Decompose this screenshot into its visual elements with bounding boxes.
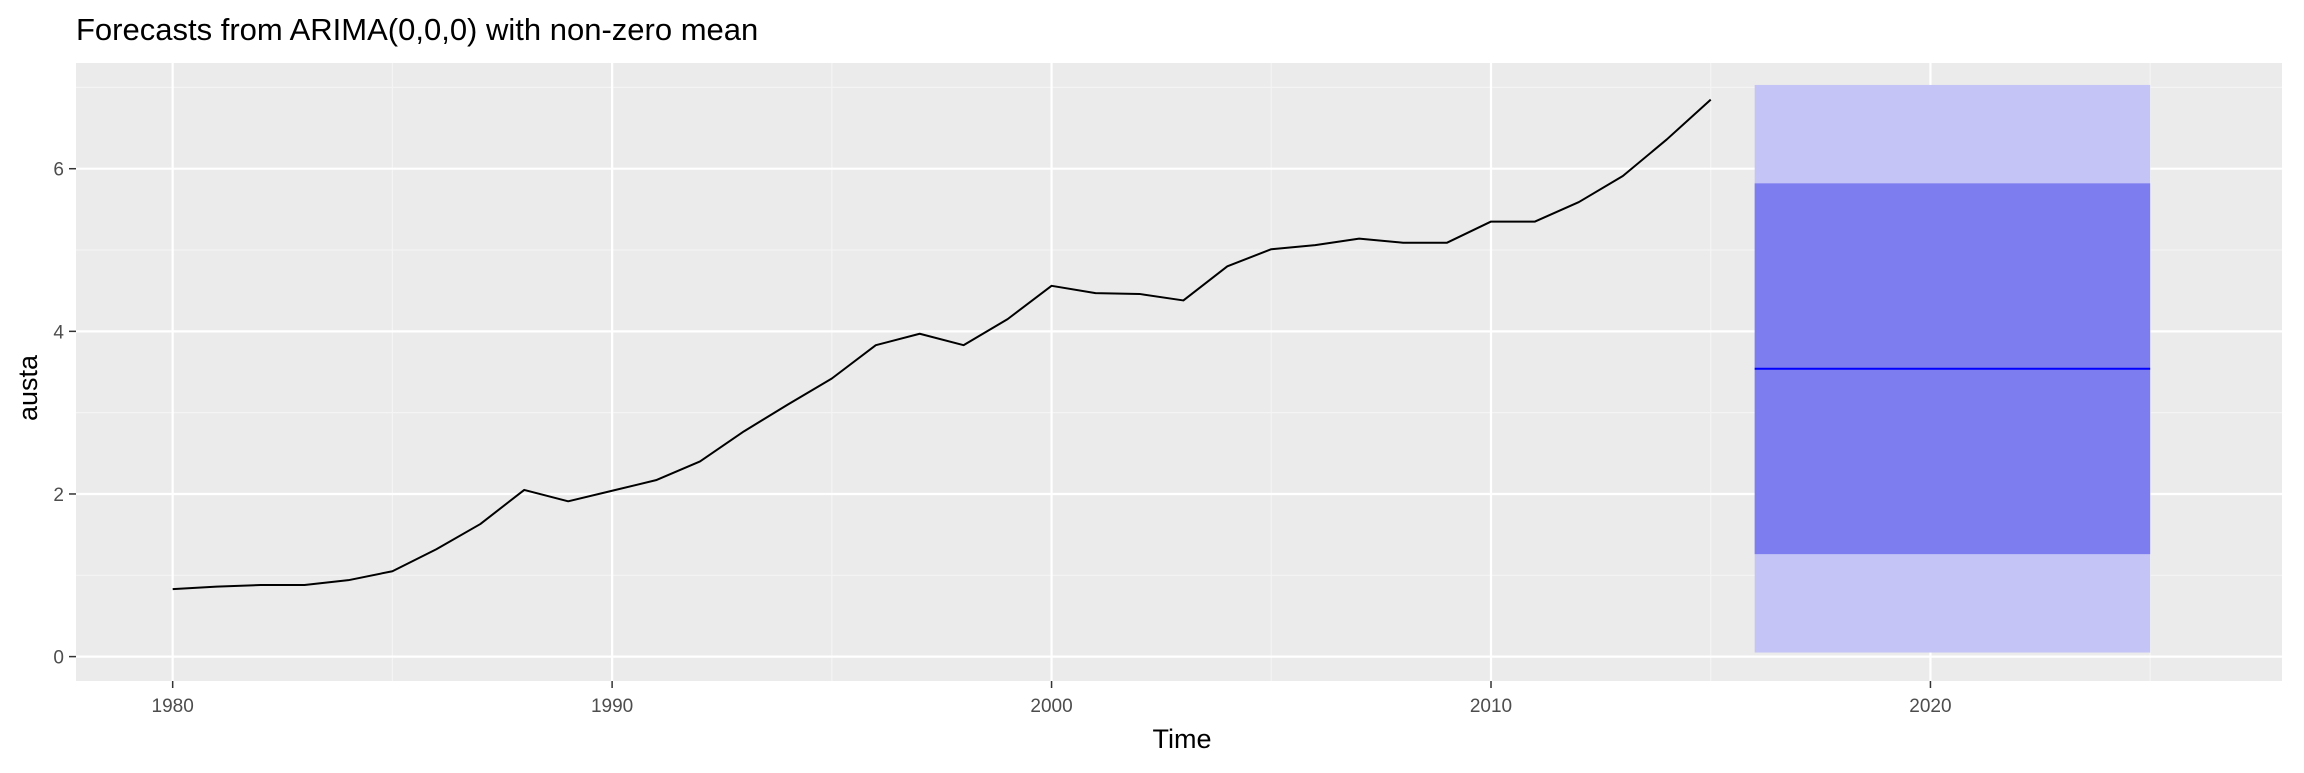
y-tick-label: 2	[53, 485, 64, 506]
x-tick-label: 2020	[1909, 696, 1951, 717]
y-tick-label: 6	[53, 160, 64, 181]
x-tick-label: 2000	[1030, 696, 1072, 717]
chart-title: Forecasts from ARIMA(0,0,0) with non-zer…	[76, 12, 758, 47]
y-tick-label: 4	[53, 322, 64, 343]
y-tick-label: 0	[53, 648, 64, 669]
x-axis-label: Time	[1153, 724, 1212, 754]
y-axis-label: austa	[13, 354, 43, 421]
x-tick-label: 1990	[591, 696, 633, 717]
x-tick-label: 1980	[152, 696, 194, 717]
x-tick-label: 2010	[1470, 696, 1512, 717]
